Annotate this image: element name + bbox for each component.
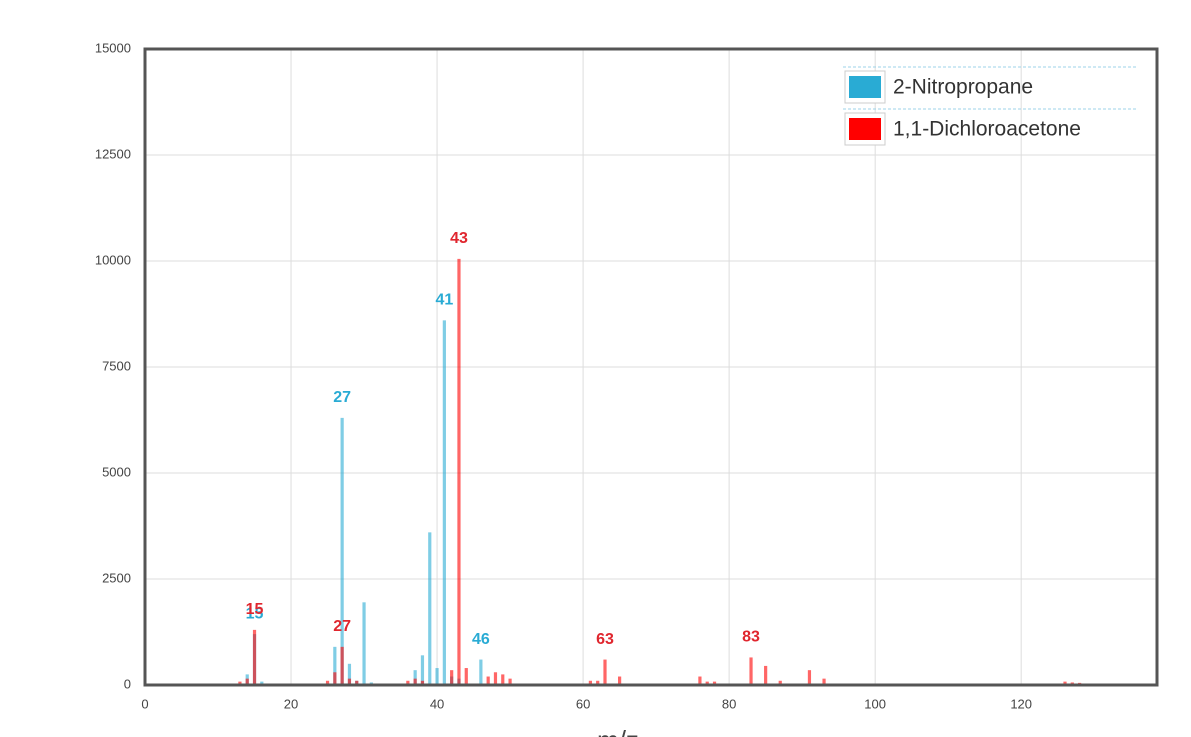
x-tick-label: 80 [722,696,736,711]
bar [406,680,410,685]
bar [245,678,249,685]
bar [618,676,622,685]
bar [807,670,812,685]
bar [479,659,483,685]
legend-label: 2-Nitropropane [893,76,1033,99]
x-tick-label: 0 [141,696,148,711]
x-axis-label: m/z [597,725,639,737]
data-label: 27 [333,389,351,406]
legend-swatch [849,76,881,98]
y-tick-label: 7500 [102,358,131,373]
bar [340,417,344,685]
bar [420,680,425,685]
bar [764,665,768,685]
x-tick-label: 100 [864,696,886,711]
data-label: 46 [472,631,490,648]
bar [493,672,498,685]
bar [457,258,461,685]
bar [252,629,257,685]
data-label: 83 [742,629,760,646]
bar [260,681,264,685]
bar [325,680,330,685]
bar [362,602,366,685]
bar [501,674,505,685]
data-label: 27 [333,618,351,635]
bar [442,320,446,685]
bar [340,646,344,685]
bar [698,676,702,685]
bar [464,668,468,685]
y-tick-label: 0 [124,676,131,691]
bar [413,678,417,685]
bar [778,680,782,685]
bar [603,659,607,685]
bar [749,657,753,685]
bar [596,680,600,685]
bar [705,681,709,685]
data-label: 15 [246,605,264,622]
data-label: 43 [450,230,468,247]
y-tick-label: 5000 [102,464,131,479]
bar [822,678,826,685]
bar [428,532,432,685]
bar [347,678,352,685]
bar [1063,681,1067,685]
y-tick-label: 15000 [95,40,131,55]
y-tick-label: 12500 [95,146,131,161]
bar [355,680,359,685]
legend-swatch [849,118,881,140]
bar [435,668,439,685]
bar [333,646,337,685]
bar [588,680,592,685]
bar [486,676,490,685]
data-label: 63 [596,631,614,648]
bar [508,678,512,685]
bar [347,663,352,685]
bar [333,672,337,685]
bar [450,670,454,685]
bar [420,655,425,685]
bar [238,681,242,685]
x-tick-label: 120 [1010,696,1032,711]
bar [413,670,417,685]
y-tick-label: 2500 [102,570,131,585]
legend-label: 1,1-Dichloroacetone [893,118,1081,141]
y-tick-label: 10000 [95,252,131,267]
x-tick-label: 40 [430,696,444,711]
data-label: 41 [435,292,453,309]
x-tick-label: 60 [576,696,590,711]
x-tick-label: 20 [284,696,298,711]
data-label: 15 [246,601,264,618]
bar [712,681,717,685]
plot-frame [143,47,1159,687]
